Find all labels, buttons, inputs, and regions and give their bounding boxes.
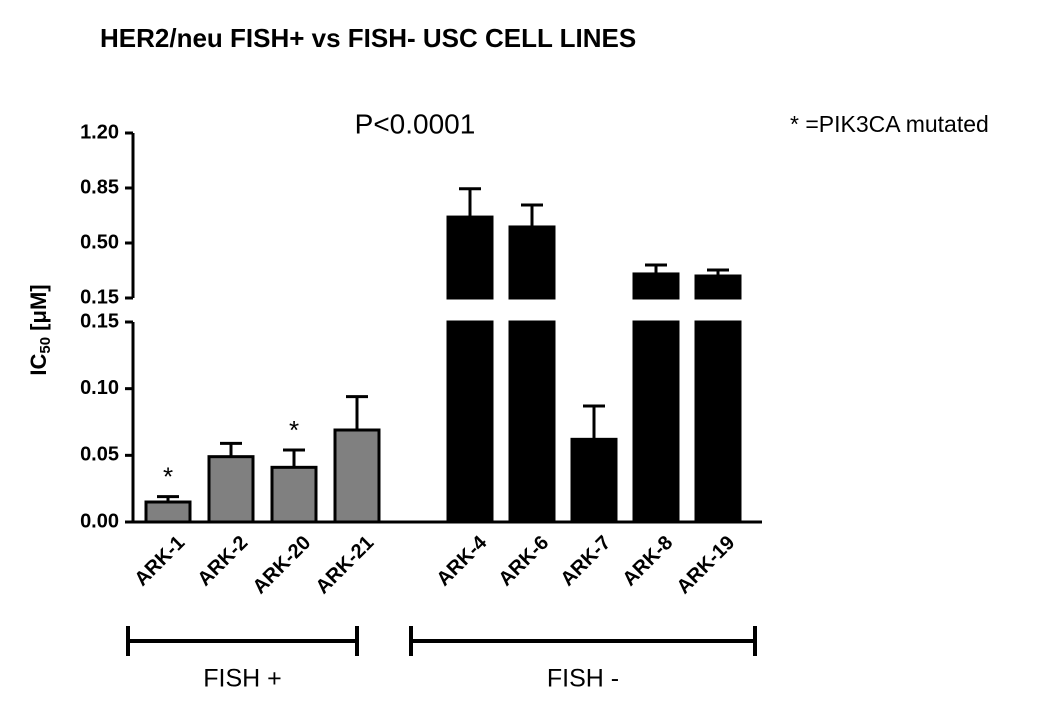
y-tick-label: 0.10 — [80, 377, 119, 399]
y-tick-label: 1.20 — [80, 121, 119, 143]
x-tick-label: ARK-6 — [494, 532, 553, 591]
y-axis-label: IC50 [μM] — [26, 284, 54, 375]
y-tick-label: 0.85 — [80, 176, 119, 198]
bar — [694, 320, 742, 524]
x-tick-label: ARK-19 — [673, 532, 740, 599]
bar — [508, 320, 556, 524]
bar — [144, 500, 192, 524]
legend-note: * =PIK3CA mutated — [790, 111, 989, 137]
y-tick-label: 0.00 — [80, 510, 119, 532]
y-tick-label: 0.50 — [80, 231, 119, 253]
y-label-unit: [μM] — [26, 284, 51, 337]
bar — [270, 465, 318, 524]
bar-upper — [508, 225, 556, 300]
y-label-main: IC — [26, 354, 51, 376]
x-tick-label: ARK-4 — [432, 531, 491, 590]
x-tick-label: ARK-8 — [618, 532, 677, 591]
marker: * — [163, 462, 173, 492]
bar-upper — [446, 215, 494, 300]
p-value: P<0.0001 — [355, 108, 476, 139]
bar — [632, 320, 680, 524]
x-tick-label: ARK-7 — [556, 532, 615, 591]
group-label: FISH - — [547, 665, 619, 693]
bar — [570, 437, 618, 524]
x-tick-label: ARK-1 — [130, 532, 189, 591]
bar — [207, 455, 255, 524]
x-tick-label: ARK-2 — [193, 532, 252, 591]
x-tick-label: ARK-21 — [312, 532, 379, 599]
marker: * — [289, 415, 299, 445]
group-label: FISH + — [203, 665, 282, 693]
bar — [446, 320, 494, 524]
x-tick-label: ARK-20 — [249, 532, 316, 599]
bar — [333, 428, 381, 524]
y-label-sub: 50 — [37, 337, 54, 354]
bar-upper — [694, 274, 742, 300]
y-tick-label: 0.15 — [80, 286, 119, 308]
chart-title: HER2/neu FISH+ vs FISH- USC CELL LINES — [100, 23, 636, 53]
y-tick-label: 0.05 — [80, 444, 119, 466]
bar-upper — [632, 272, 680, 300]
y-tick-label: 0.15 — [80, 310, 119, 332]
